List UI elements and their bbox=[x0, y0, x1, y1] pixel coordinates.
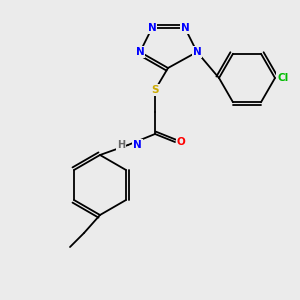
Text: N: N bbox=[181, 23, 189, 33]
Text: N: N bbox=[133, 140, 142, 150]
Text: N: N bbox=[148, 23, 156, 33]
Text: O: O bbox=[177, 137, 185, 147]
Text: S: S bbox=[151, 85, 159, 95]
Text: H: H bbox=[117, 140, 125, 150]
Text: N: N bbox=[193, 47, 201, 57]
Text: Cl: Cl bbox=[278, 73, 289, 83]
Text: N: N bbox=[136, 47, 144, 57]
